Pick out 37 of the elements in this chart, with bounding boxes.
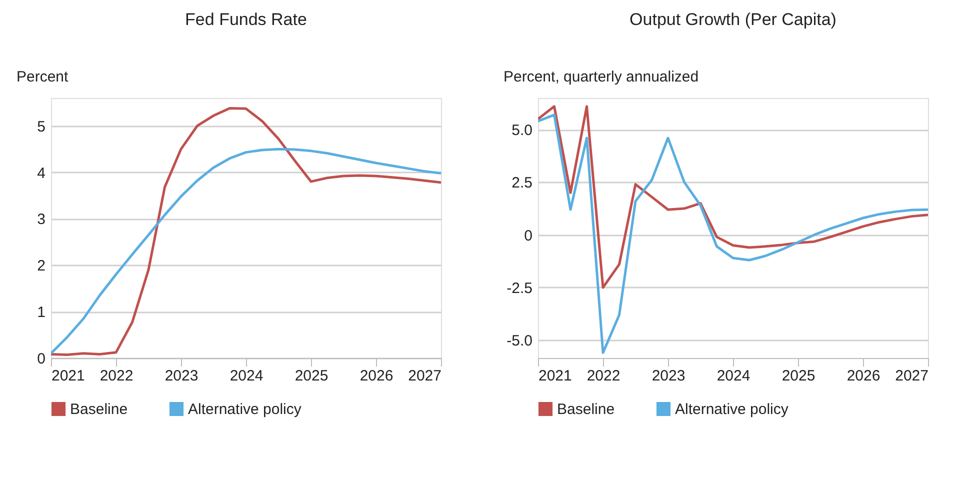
x-tick-label: 2022 xyxy=(100,368,134,384)
x-tick-label: 2021 xyxy=(52,368,85,384)
x-tick-label: 2025 xyxy=(294,368,328,384)
x-tick-label: 2024 xyxy=(716,368,750,384)
x-tick-label: 2024 xyxy=(230,368,264,384)
x-tick-label: 2022 xyxy=(586,368,620,384)
y-axis-title: Percent xyxy=(16,68,70,86)
y-tick-label: 1 xyxy=(37,304,46,322)
line-series xyxy=(538,105,928,289)
y-tick-label: 3 xyxy=(37,211,46,228)
x-tick-label: 2023 xyxy=(164,368,198,384)
legend-label: Baseline xyxy=(70,400,128,418)
y-tick-label: 2 xyxy=(37,258,46,275)
line-series xyxy=(51,148,441,355)
x-tick-label: 2023 xyxy=(652,368,686,384)
x-tick-label: 2026 xyxy=(360,368,394,384)
y-tick-label: 0 xyxy=(524,227,532,244)
y-tick-label: -2.5 xyxy=(506,280,532,297)
legend-label: Alternative policy xyxy=(188,400,302,418)
x-tick-label: 2027 xyxy=(895,368,928,384)
chart-title: Fed Funds Rate xyxy=(185,10,307,29)
x-tick-label: 2027 xyxy=(408,368,442,384)
legend-label: Alternative policy xyxy=(675,400,789,418)
y-tick-label: 5 xyxy=(37,118,46,136)
y-tick-label: -5.0 xyxy=(506,332,532,350)
y-tick-label: 2.5 xyxy=(512,174,532,192)
legend-label: Baseline xyxy=(557,400,615,418)
x-tick-label: 2026 xyxy=(846,368,880,384)
y-tick-label: 0 xyxy=(37,350,46,368)
y-tick-label: 5.0 xyxy=(512,122,532,140)
line-series xyxy=(51,106,441,356)
y-axis-title: Percent, quarterly annualized xyxy=(504,68,699,86)
x-tick-label: 2025 xyxy=(782,368,816,384)
line-series xyxy=(538,114,928,354)
y-tick-label: 4 xyxy=(37,164,46,182)
x-tick-label: 2021 xyxy=(538,368,572,384)
chart-title: Output Growth (Per Capita) xyxy=(630,10,836,29)
